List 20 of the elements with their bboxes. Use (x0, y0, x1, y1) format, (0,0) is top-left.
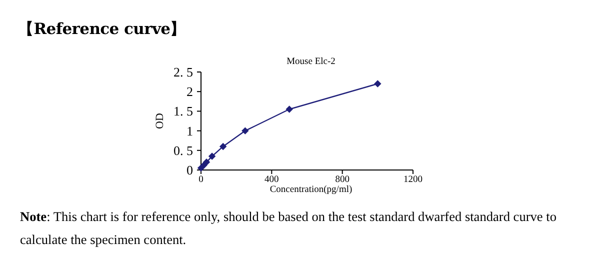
text: 【Reference curve】 (18, 19, 186, 40)
point (202, 158, 210, 166)
point (374, 80, 382, 88)
y-tick-label: 1. 5 (174, 104, 193, 119)
x-tick-label: 0 (198, 175, 204, 185)
y-axis-title: OD (154, 113, 166, 129)
y-tick-label: 2. 5 (174, 64, 193, 80)
point (219, 142, 227, 150)
x-tick-label: 1200 (404, 175, 423, 185)
y-tick-label: 2 (186, 84, 193, 100)
y-tick-label: 1 (186, 123, 193, 138)
point (286, 106, 293, 113)
point (242, 127, 249, 134)
point (208, 152, 216, 160)
text: Note: This chart is for reference only, should be based on the test standard dwarfed standard curve to calculate the specimen content. (20, 208, 558, 249)
x-tick-label: 800 (335, 175, 350, 185)
x-axis-title: Concentration(pg/ml) (270, 185, 352, 195)
y-tick-label: 0. 5 (174, 142, 193, 158)
x-tick-label: 400 (264, 175, 280, 185)
chart-title: Mouse Elc-2 (286, 57, 336, 67)
